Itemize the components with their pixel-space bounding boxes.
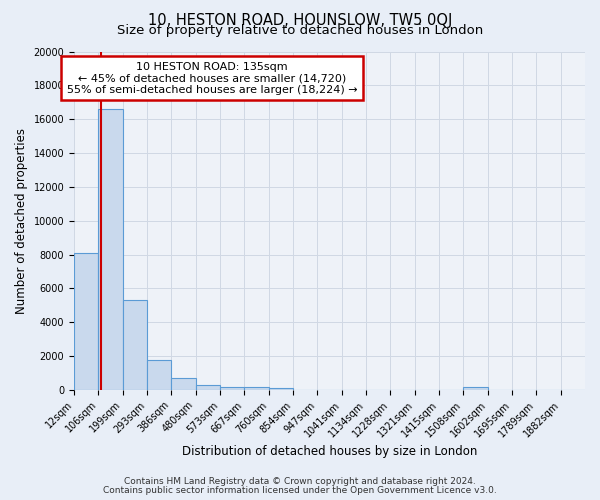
Bar bbox=[74, 253, 98, 390]
Text: Size of property relative to detached houses in London: Size of property relative to detached ho… bbox=[117, 24, 483, 37]
Text: Contains public sector information licensed under the Open Government Licence v3: Contains public sector information licen… bbox=[103, 486, 497, 495]
Bar bbox=[220, 386, 244, 390]
Bar bbox=[172, 378, 196, 390]
Bar bbox=[147, 360, 172, 390]
Bar bbox=[196, 385, 220, 390]
Bar bbox=[122, 300, 147, 390]
Bar bbox=[463, 388, 488, 390]
Text: 10 HESTON ROAD: 135sqm
← 45% of detached houses are smaller (14,720)
55% of semi: 10 HESTON ROAD: 135sqm ← 45% of detached… bbox=[67, 62, 358, 95]
X-axis label: Distribution of detached houses by size in London: Distribution of detached houses by size … bbox=[182, 444, 477, 458]
Text: Contains HM Land Registry data © Crown copyright and database right 2024.: Contains HM Land Registry data © Crown c… bbox=[124, 477, 476, 486]
Y-axis label: Number of detached properties: Number of detached properties bbox=[15, 128, 28, 314]
Bar bbox=[98, 109, 122, 390]
Bar bbox=[269, 388, 293, 390]
Bar bbox=[244, 388, 269, 390]
Text: 10, HESTON ROAD, HOUNSLOW, TW5 0QJ: 10, HESTON ROAD, HOUNSLOW, TW5 0QJ bbox=[148, 12, 452, 28]
